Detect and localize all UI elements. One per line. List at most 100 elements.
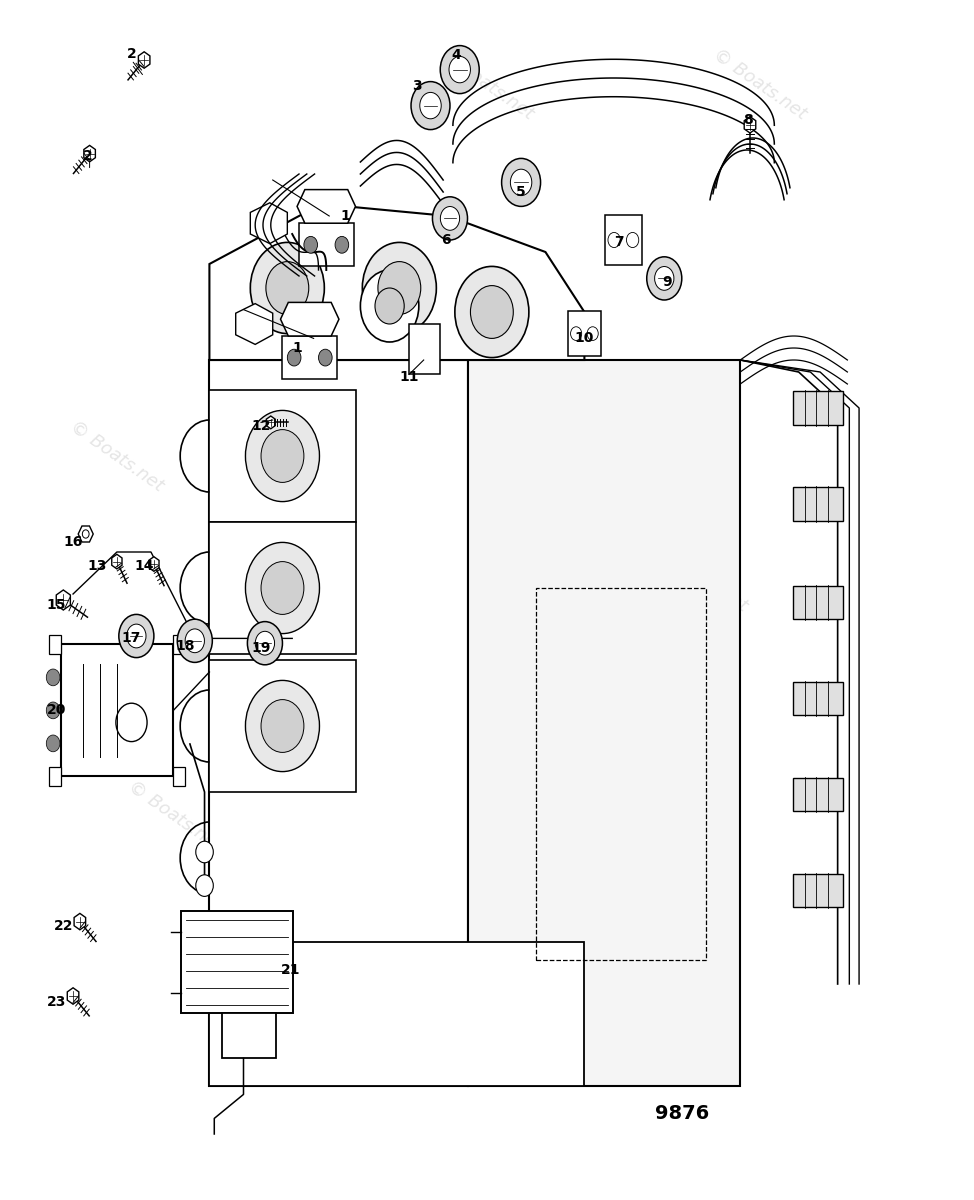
Circle shape: [261, 562, 304, 614]
Bar: [60, 644, 173, 776]
Circle shape: [46, 702, 59, 719]
Circle shape: [247, 622, 282, 665]
Circle shape: [245, 410, 319, 502]
Circle shape: [119, 614, 154, 658]
Bar: [605, 215, 642, 265]
Polygon shape: [138, 52, 150, 68]
Circle shape: [245, 542, 319, 634]
Polygon shape: [744, 116, 756, 133]
Circle shape: [185, 629, 205, 653]
Text: 20: 20: [47, 703, 66, 718]
Text: 6: 6: [441, 233, 451, 247]
Circle shape: [587, 326, 598, 341]
Circle shape: [626, 233, 639, 247]
Bar: [282, 336, 337, 379]
Text: 7: 7: [614, 235, 623, 250]
Circle shape: [83, 530, 89, 538]
Bar: [49, 767, 60, 786]
Circle shape: [46, 734, 59, 751]
Bar: [209, 390, 356, 522]
Text: 9: 9: [662, 275, 672, 289]
Polygon shape: [149, 557, 159, 571]
Text: 3: 3: [412, 79, 422, 94]
Circle shape: [335, 236, 349, 253]
Circle shape: [455, 266, 529, 358]
Circle shape: [449, 56, 470, 83]
Polygon shape: [84, 145, 95, 162]
Circle shape: [287, 349, 301, 366]
Polygon shape: [236, 304, 273, 344]
Bar: [299, 223, 354, 266]
Bar: [49, 635, 60, 654]
Text: 1: 1: [341, 209, 351, 223]
Circle shape: [440, 46, 479, 94]
Text: 1: 1: [292, 341, 302, 355]
Circle shape: [420, 92, 441, 119]
Circle shape: [266, 262, 309, 314]
Bar: [209, 660, 356, 792]
Polygon shape: [209, 360, 468, 1086]
Polygon shape: [74, 913, 86, 930]
Circle shape: [655, 266, 674, 290]
Text: 22: 22: [54, 919, 73, 934]
Circle shape: [318, 349, 332, 366]
Text: 13: 13: [88, 559, 107, 574]
Circle shape: [196, 875, 213, 896]
Circle shape: [360, 270, 419, 342]
Polygon shape: [793, 874, 843, 907]
Text: 2: 2: [83, 149, 93, 163]
Circle shape: [177, 619, 212, 662]
Text: 4: 4: [451, 48, 461, 62]
Polygon shape: [78, 526, 94, 542]
Polygon shape: [793, 682, 843, 715]
Text: 8: 8: [743, 113, 753, 127]
Circle shape: [571, 326, 581, 341]
Polygon shape: [56, 590, 70, 610]
Polygon shape: [297, 190, 356, 223]
Circle shape: [255, 631, 275, 655]
Bar: [209, 942, 584, 1086]
Text: 21: 21: [281, 962, 300, 977]
Circle shape: [608, 233, 620, 247]
Polygon shape: [281, 302, 339, 336]
Text: 18: 18: [175, 638, 195, 653]
Circle shape: [304, 236, 318, 253]
Circle shape: [502, 158, 541, 206]
Circle shape: [378, 262, 421, 314]
Bar: [173, 767, 185, 786]
Text: 9876: 9876: [655, 1104, 709, 1123]
Text: 15: 15: [47, 598, 66, 612]
Text: © Boats.net: © Boats.net: [652, 538, 751, 614]
Circle shape: [196, 841, 213, 863]
Text: 19: 19: [251, 641, 271, 655]
Polygon shape: [793, 487, 843, 521]
Circle shape: [261, 700, 304, 752]
Polygon shape: [793, 586, 843, 619]
Text: 5: 5: [516, 185, 526, 199]
Polygon shape: [468, 360, 740, 1086]
Circle shape: [510, 169, 532, 196]
Circle shape: [46, 670, 59, 685]
Circle shape: [261, 430, 304, 482]
Text: 23: 23: [47, 995, 66, 1009]
Polygon shape: [250, 203, 287, 244]
Bar: [409, 324, 440, 374]
Circle shape: [116, 703, 147, 742]
Circle shape: [470, 286, 513, 338]
Bar: [209, 522, 356, 654]
Polygon shape: [209, 204, 584, 360]
Circle shape: [647, 257, 682, 300]
Circle shape: [362, 242, 436, 334]
Polygon shape: [793, 778, 843, 811]
Polygon shape: [793, 391, 843, 425]
Circle shape: [250, 242, 324, 334]
Circle shape: [245, 680, 319, 772]
Text: 2: 2: [127, 47, 136, 61]
Bar: [173, 635, 185, 654]
Text: 10: 10: [575, 331, 594, 346]
Circle shape: [375, 288, 404, 324]
Bar: [181, 912, 293, 1013]
Text: © Boats.net: © Boats.net: [67, 418, 167, 494]
Polygon shape: [67, 988, 79, 1004]
Text: 17: 17: [122, 631, 141, 646]
